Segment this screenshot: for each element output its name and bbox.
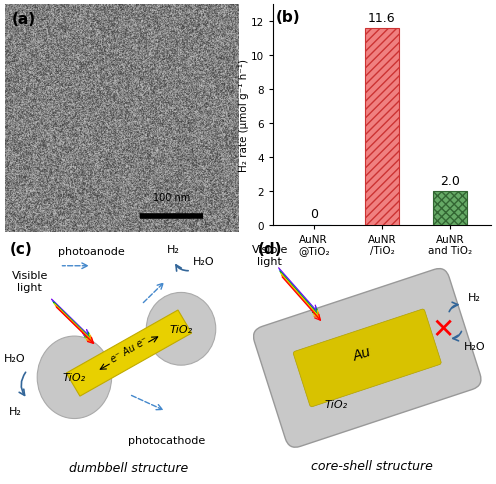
- Bar: [365, 29, 399, 225]
- Text: Visible: Visible: [251, 244, 288, 254]
- Text: e⁻ Au e⁻: e⁻ Au e⁻: [109, 335, 149, 364]
- Text: dumbbell structure: dumbbell structure: [69, 461, 188, 474]
- Text: H₂O: H₂O: [192, 256, 214, 266]
- Ellipse shape: [37, 336, 112, 419]
- FancyBboxPatch shape: [293, 309, 441, 407]
- Text: (a): (a): [12, 12, 36, 27]
- Text: Visible: Visible: [11, 271, 48, 281]
- Text: H₂O: H₂O: [464, 341, 485, 351]
- Text: light: light: [17, 283, 42, 293]
- Text: core-shell structure: core-shell structure: [311, 459, 433, 472]
- Ellipse shape: [146, 293, 216, 365]
- Text: ✕: ✕: [432, 315, 455, 343]
- Text: H₂O: H₂O: [4, 353, 26, 363]
- Bar: [433, 191, 467, 225]
- Text: 11.6: 11.6: [368, 12, 396, 25]
- Text: H₂: H₂: [468, 293, 481, 302]
- Text: 100 nm: 100 nm: [153, 193, 190, 203]
- Text: light: light: [257, 256, 282, 266]
- Text: 2.0: 2.0: [440, 175, 460, 188]
- Text: (d): (d): [258, 242, 282, 257]
- Text: Au: Au: [352, 344, 373, 363]
- Y-axis label: H₂ rate (μmol g⁻¹ h⁻¹): H₂ rate (μmol g⁻¹ h⁻¹): [239, 59, 249, 171]
- Text: (b): (b): [276, 10, 301, 25]
- Polygon shape: [66, 310, 191, 396]
- FancyBboxPatch shape: [253, 269, 481, 447]
- Text: (c): (c): [10, 242, 33, 257]
- Text: H₂: H₂: [8, 407, 21, 416]
- Text: TiO₂: TiO₂: [63, 373, 86, 382]
- Text: TiO₂: TiO₂: [170, 324, 192, 334]
- Text: 0: 0: [310, 208, 318, 221]
- Text: H₂: H₂: [167, 244, 180, 254]
- Text: photocathode: photocathode: [127, 436, 205, 446]
- Text: photoanode: photoanode: [59, 246, 125, 257]
- Text: TiO₂: TiO₂: [325, 399, 348, 409]
